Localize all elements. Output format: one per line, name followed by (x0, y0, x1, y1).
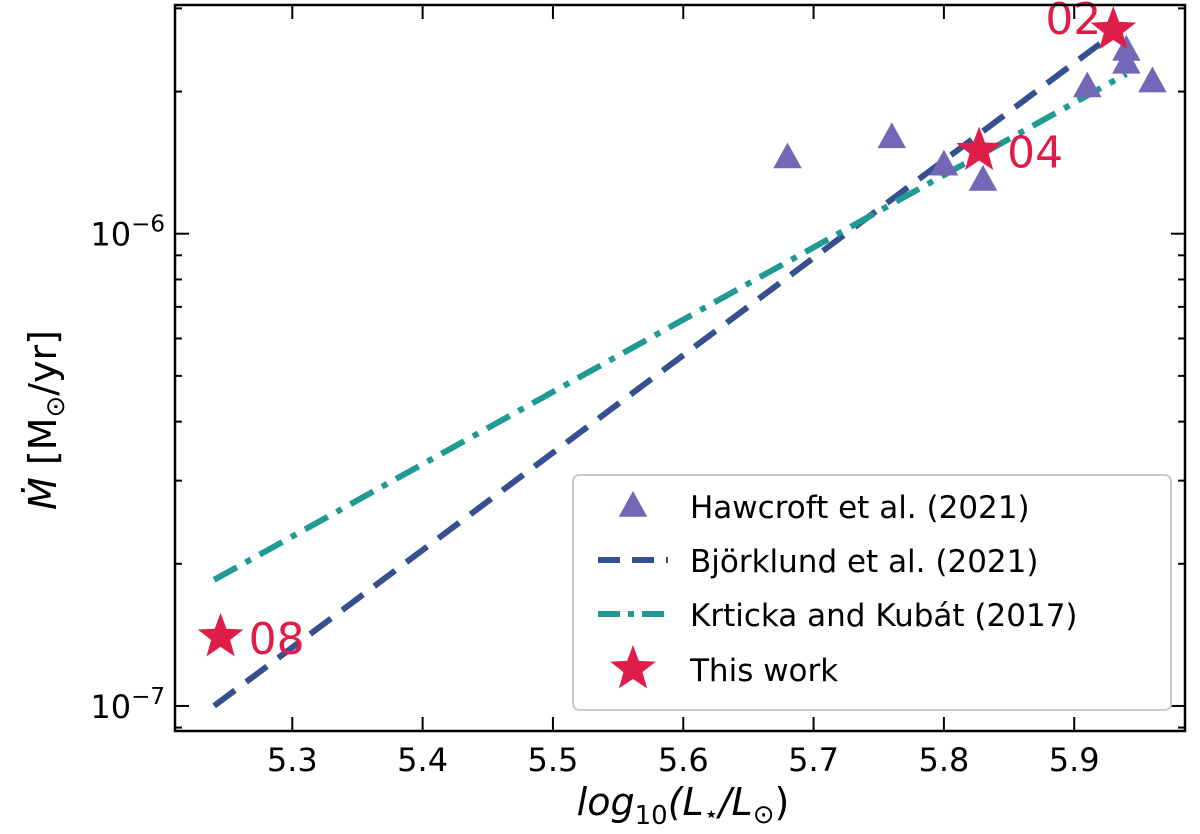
x-tick-label: 5.8 (918, 741, 969, 779)
star-label: 04 (1007, 128, 1063, 179)
ticks (175, 5, 1185, 731)
plot-frame (173, 3, 1187, 733)
star-label: 08 (249, 614, 305, 665)
legend: Hawcroft et al. (2021) Björklund et al. … (572, 474, 1172, 711)
legend-label-this-work: This work (689, 653, 838, 689)
y-title-close: /yr] (21, 330, 65, 396)
y-title-open: [M (21, 418, 65, 478)
x-tick-label: 5.7 (788, 741, 839, 779)
x-title-slash: /L (716, 780, 753, 824)
x-tick-label: 5.5 (527, 741, 578, 779)
star-label: 02 (1045, 0, 1101, 45)
legend-swatch-triangle (618, 491, 648, 517)
data-point-star (956, 126, 1002, 170)
y-tick-label: 10−6 (90, 212, 165, 254)
data-point-triangle (1138, 66, 1167, 93)
x-title-main: log (577, 780, 635, 824)
x-tick-labels: 5.3 5.4 5.5 5.6 5.7 5.8 5.9 (267, 741, 1100, 779)
x-tick-label: 5.3 (267, 741, 318, 779)
x-title-close: ) (775, 780, 790, 824)
data-point-triangle (968, 164, 998, 191)
x-title-star: ⋆ (704, 800, 719, 828)
data-point-triangle (773, 142, 802, 169)
legend-frame (572, 474, 1172, 711)
y-title-sun: ⊙ (41, 396, 71, 418)
legend-swatch-star (610, 645, 656, 689)
x-title-sub: 10 (635, 801, 668, 831)
legend-label-hawcroft: Hawcroft et al. (2021) (690, 490, 1030, 526)
y-title-mdot: Ṁ (21, 477, 65, 510)
data-point-triangle (929, 149, 959, 176)
data-point-triangle (877, 122, 907, 149)
legend-label-krticka: Krticka and Kubát (2017) (690, 598, 1078, 634)
annotations: 08 04 02 (249, 0, 1102, 665)
legend-swatches (598, 491, 668, 689)
data-point-triangle (1112, 47, 1141, 74)
x-title-sun: ⊙ (753, 800, 775, 830)
x-axis-title: log10(L⋆/L⊙) (577, 780, 790, 831)
y-tick-label: 10−7 (90, 684, 165, 726)
x-tick-label: 5.6 (658, 741, 709, 779)
x-tick-label: 5.4 (397, 741, 448, 779)
x-title-open: (L (668, 780, 704, 824)
data-point-triangle (1073, 71, 1102, 98)
data-point-star (1090, 6, 1137, 50)
series-layer (197, 6, 1167, 709)
y-axis-title: Ṁ [M⊙/yr] (21, 330, 71, 510)
data-point-star (197, 612, 244, 657)
legend-label-bjorklund: Björklund et al. (2021) (690, 544, 1038, 580)
x-tick-label: 5.9 (1049, 741, 1100, 779)
y-tick-labels: 10−7 10−6 (90, 212, 165, 726)
